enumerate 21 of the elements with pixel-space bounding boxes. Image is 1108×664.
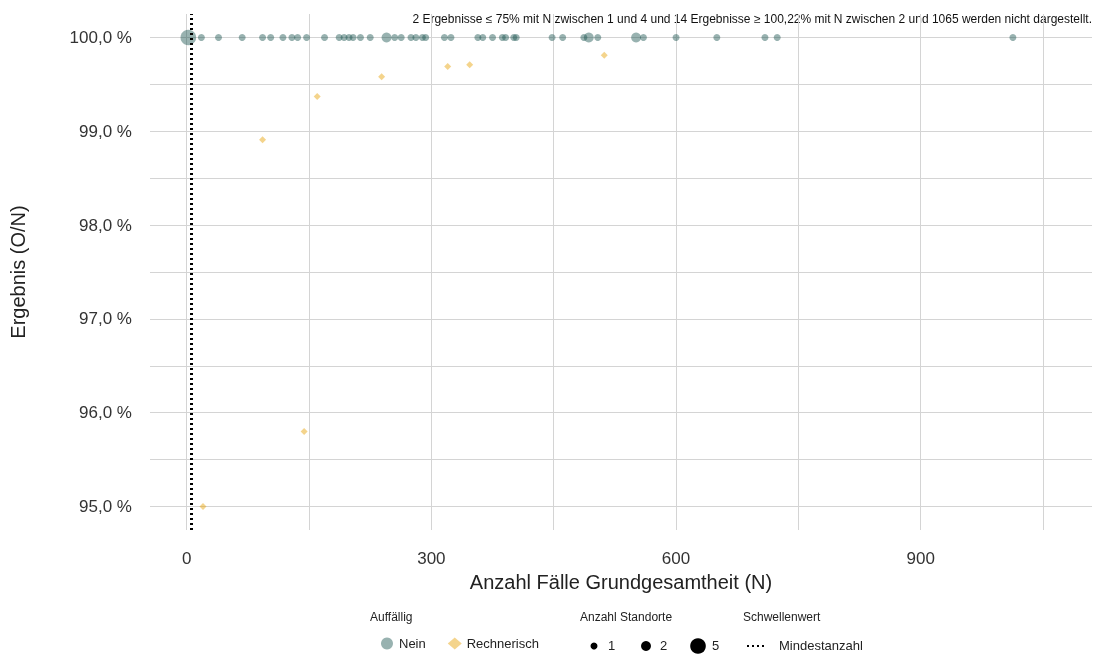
y-tick-label: 99,0 % [79,121,132,141]
text: Auffällig [370,610,413,624]
y-tick-label: 96,0 % [79,403,132,423]
y-tick-label: 97,0 % [79,309,132,329]
legend-label: Rechnerisch [466,636,539,651]
legend-label: 1 [608,638,616,653]
y-tick-label: 100,0 % [69,27,132,47]
legend-label: Mindestanzahl [779,638,863,653]
legend-label: 5 [712,638,720,653]
y-tick-label: 95,0 % [79,497,132,517]
x-tick-label: 600 [661,549,691,568]
text: Anzahl Standorte [580,610,673,624]
y-tick-label: 98,0 % [79,215,132,235]
legend-label: 2 [660,638,668,653]
text: Schwellenwert [743,610,821,624]
legend-label: Nein [399,636,426,651]
x-tick-label: 900 [906,549,935,568]
y-axis-title: Ergebnis (O/N) [7,205,29,339]
x-tick-label: 0 [181,549,192,568]
x-axis-title: Anzahl Fälle Grundgesamtheit (N) [469,570,773,593]
x-tick-label: 300 [417,549,446,568]
